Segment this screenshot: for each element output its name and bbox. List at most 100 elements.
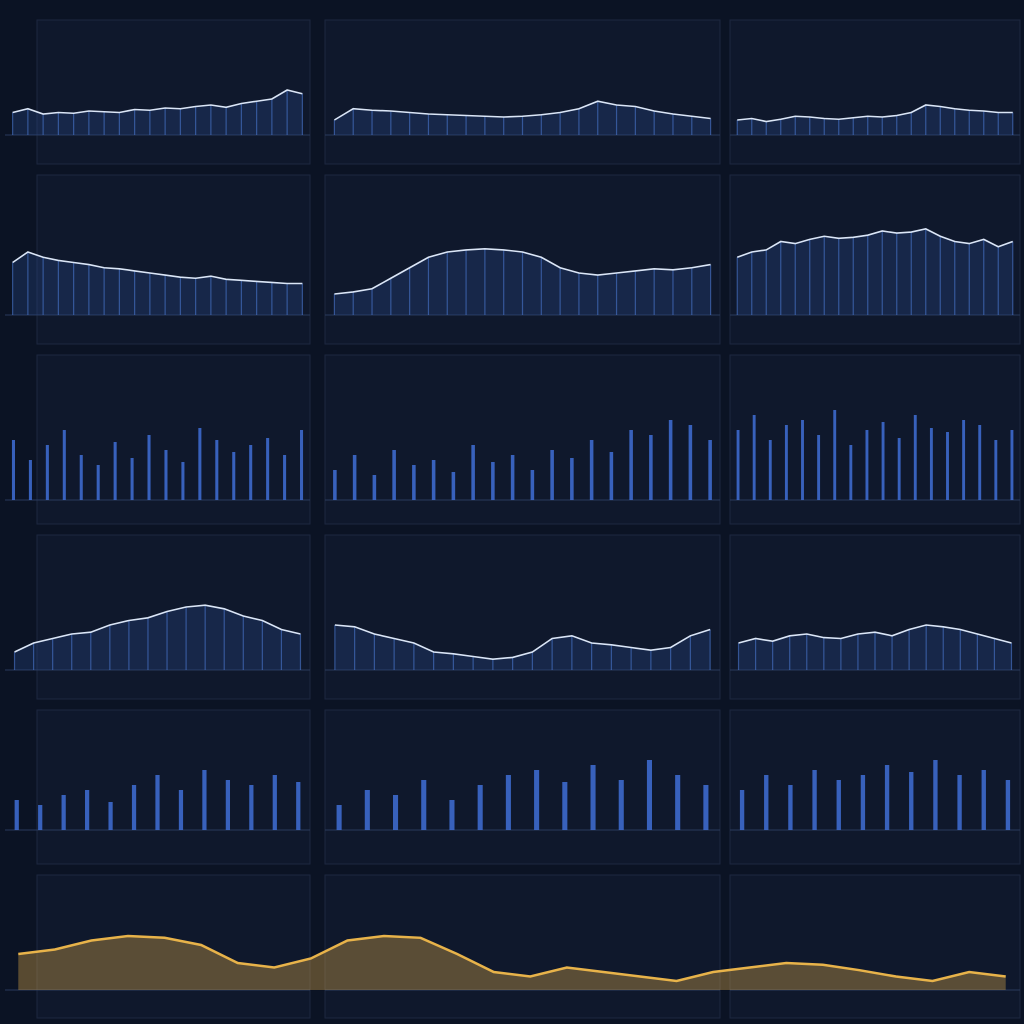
bar bbox=[178, 790, 184, 830]
bar bbox=[784, 425, 788, 500]
bar bbox=[421, 780, 427, 830]
bar bbox=[708, 440, 712, 500]
bar bbox=[471, 445, 475, 500]
bar bbox=[272, 775, 277, 830]
bar bbox=[392, 795, 399, 830]
panel bbox=[324, 354, 721, 525]
bar bbox=[38, 805, 43, 830]
bar bbox=[198, 428, 202, 500]
bar bbox=[14, 800, 19, 830]
panel bbox=[36, 354, 311, 525]
panel bbox=[36, 174, 311, 345]
bar bbox=[1010, 430, 1014, 500]
line bbox=[14, 604, 301, 653]
bar bbox=[768, 440, 772, 500]
bar bbox=[909, 772, 914, 830]
panel bbox=[729, 354, 1021, 525]
bar bbox=[79, 455, 83, 500]
bar bbox=[130, 458, 134, 500]
bar bbox=[296, 782, 301, 830]
bar bbox=[28, 460, 32, 500]
line bbox=[333, 100, 711, 121]
bar bbox=[881, 422, 885, 500]
bar bbox=[300, 430, 304, 500]
bar bbox=[62, 430, 66, 500]
bar bbox=[865, 430, 869, 500]
bar bbox=[333, 470, 337, 500]
bar bbox=[812, 770, 817, 830]
bar bbox=[929, 428, 933, 500]
bar bbox=[249, 785, 254, 830]
bar bbox=[249, 445, 253, 500]
line bbox=[334, 248, 711, 295]
panel bbox=[36, 19, 311, 165]
panel bbox=[729, 174, 1021, 345]
bar bbox=[113, 442, 117, 500]
bar bbox=[530, 470, 535, 500]
line bbox=[12, 251, 303, 285]
bar bbox=[11, 440, 15, 500]
bar bbox=[283, 455, 287, 500]
bar bbox=[181, 462, 185, 500]
bar bbox=[752, 415, 756, 500]
bar bbox=[703, 785, 709, 830]
bar bbox=[534, 770, 540, 830]
bar bbox=[962, 420, 966, 500]
panel bbox=[729, 19, 1021, 165]
bar bbox=[609, 452, 614, 500]
bar bbox=[589, 440, 594, 500]
panel bbox=[324, 19, 721, 165]
bar bbox=[801, 420, 804, 500]
bar bbox=[736, 430, 740, 500]
bar bbox=[364, 790, 370, 830]
bar bbox=[336, 805, 342, 830]
bar bbox=[884, 765, 890, 830]
bar bbox=[978, 425, 982, 500]
bar bbox=[562, 782, 568, 830]
bar bbox=[61, 795, 66, 830]
line bbox=[18, 934, 1006, 983]
bar bbox=[860, 775, 866, 830]
bar bbox=[849, 445, 853, 500]
panel bbox=[36, 874, 311, 1019]
bar bbox=[431, 460, 436, 500]
bar bbox=[412, 465, 416, 500]
panel bbox=[36, 709, 311, 865]
bar bbox=[817, 435, 821, 500]
bar bbox=[491, 462, 495, 500]
bar bbox=[981, 770, 986, 830]
area-fill bbox=[737, 228, 1013, 315]
area-fill bbox=[737, 105, 1013, 135]
bar bbox=[590, 765, 596, 830]
bar bbox=[164, 450, 168, 500]
bar bbox=[131, 785, 137, 830]
bar bbox=[45, 445, 49, 500]
bar bbox=[668, 420, 673, 500]
bar bbox=[833, 410, 837, 500]
panel bbox=[324, 709, 721, 865]
bar bbox=[510, 455, 515, 500]
panel bbox=[729, 874, 1021, 1019]
bar bbox=[352, 455, 357, 500]
bar bbox=[739, 790, 745, 830]
bar bbox=[225, 780, 230, 830]
line bbox=[334, 624, 711, 661]
panel bbox=[729, 709, 1021, 865]
bar bbox=[550, 450, 554, 500]
bar bbox=[108, 802, 113, 830]
bar bbox=[629, 430, 633, 500]
bar bbox=[933, 760, 938, 830]
bar bbox=[96, 465, 100, 500]
bar bbox=[451, 472, 456, 500]
area-fill bbox=[18, 936, 1006, 990]
area-fill bbox=[12, 90, 303, 135]
bar bbox=[266, 438, 270, 500]
bar bbox=[215, 440, 219, 500]
bar bbox=[913, 415, 917, 500]
area-fill bbox=[14, 605, 301, 670]
bar bbox=[646, 760, 653, 830]
area-fill bbox=[334, 625, 711, 670]
bar bbox=[85, 790, 90, 830]
